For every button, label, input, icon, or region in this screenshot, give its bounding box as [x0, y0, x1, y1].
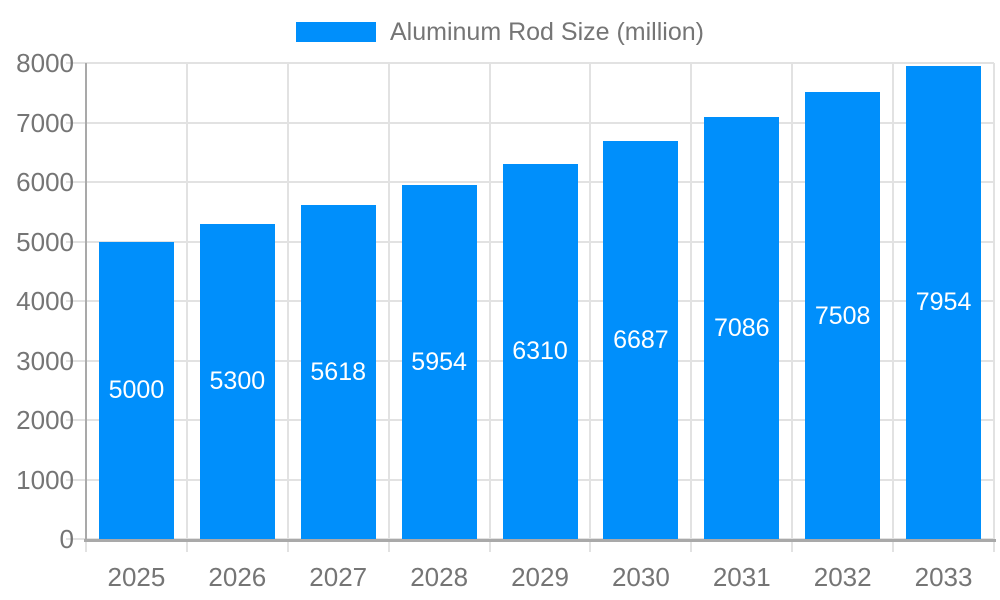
x-tick-mark	[387, 542, 390, 552]
bar-2029[interactable]	[502, 163, 578, 539]
bar-value-label: 7954	[915, 288, 972, 317]
x-tick-mark	[185, 542, 188, 552]
y-axis-line	[85, 63, 87, 542]
x-axis-label: 2025	[107, 562, 166, 592]
x-tick-mark	[892, 542, 895, 552]
bar-2032[interactable]	[805, 92, 881, 539]
y-tick-mark	[66, 181, 86, 183]
x-tick-mark	[993, 542, 995, 552]
y-axis-label: 4000	[16, 286, 74, 316]
legend-label: Aluminum Rod Size (million)	[390, 18, 704, 46]
gridline-vertical	[488, 63, 491, 539]
x-axis-label: 2030	[611, 562, 670, 592]
y-tick-mark	[66, 478, 86, 481]
y-tick-mark	[66, 359, 86, 362]
x-axis-label: 2032	[813, 562, 872, 592]
y-axis-label: 1000	[16, 464, 74, 495]
x-tick-mark	[488, 542, 491, 552]
x-tick-mark	[589, 542, 592, 552]
bar-value-label: 5300	[209, 367, 266, 396]
x-tick-mark	[286, 542, 289, 552]
x-axis-label: 2029	[511, 562, 569, 592]
bar-2033[interactable]	[906, 65, 982, 539]
y-axis-label: 0	[59, 524, 74, 554]
gridline-vertical	[690, 63, 693, 539]
bar-value-label: 7508	[814, 301, 871, 330]
x-axis-label: 2026	[208, 562, 267, 592]
x-tick-mark	[85, 542, 87, 552]
y-tick-mark	[66, 121, 86, 124]
bar-2028[interactable]	[401, 184, 477, 539]
bar-value-label: 5618	[310, 357, 367, 386]
gridline-vertical	[791, 63, 794, 539]
y-tick-mark	[66, 419, 86, 421]
bar-value-label: 6687	[613, 326, 669, 355]
x-axis-label: 2028	[410, 562, 469, 592]
bar-2027[interactable]	[300, 204, 376, 539]
y-tick-mark	[66, 538, 86, 540]
gridline-horizontal	[86, 121, 994, 124]
x-axis-line	[84, 539, 996, 542]
x-tick-mark	[791, 542, 794, 552]
bar-value-label: 5954	[411, 347, 467, 376]
x-axis-label: 2027	[309, 562, 368, 592]
y-axis-label: 7000	[16, 107, 74, 138]
y-axis-label: 6000	[16, 167, 74, 197]
x-axis-label: 2031	[712, 562, 771, 592]
y-tick-mark	[66, 300, 86, 302]
bar-2031[interactable]	[704, 117, 780, 539]
bar-value-label: 6310	[512, 337, 568, 366]
bar-value-label: 5000	[108, 376, 165, 405]
bar-2025[interactable]	[98, 241, 174, 539]
y-tick-mark	[66, 240, 86, 243]
gridline-vertical	[993, 63, 995, 539]
gridline-vertical	[185, 63, 188, 539]
y-axis-label: 5000	[16, 226, 74, 257]
x-tick-mark	[690, 542, 693, 552]
bar-2030[interactable]	[603, 141, 679, 539]
y-tick-mark	[66, 62, 86, 64]
gridline-vertical	[892, 63, 895, 539]
gridline-horizontal	[86, 62, 994, 64]
x-axis-label: 2033	[914, 562, 973, 592]
y-axis-label: 8000	[16, 48, 74, 78]
gridline-vertical	[589, 63, 592, 539]
legend[interactable]: Aluminum Rod Size (million)	[0, 19, 1000, 45]
bar-2026[interactable]	[199, 223, 275, 539]
gridline-vertical	[286, 63, 289, 539]
legend-swatch-icon	[296, 22, 376, 42]
gridline-vertical	[387, 63, 390, 539]
y-axis-label: 2000	[16, 405, 74, 435]
bar-value-label: 7086	[713, 314, 770, 343]
y-axis-label: 3000	[16, 345, 74, 376]
